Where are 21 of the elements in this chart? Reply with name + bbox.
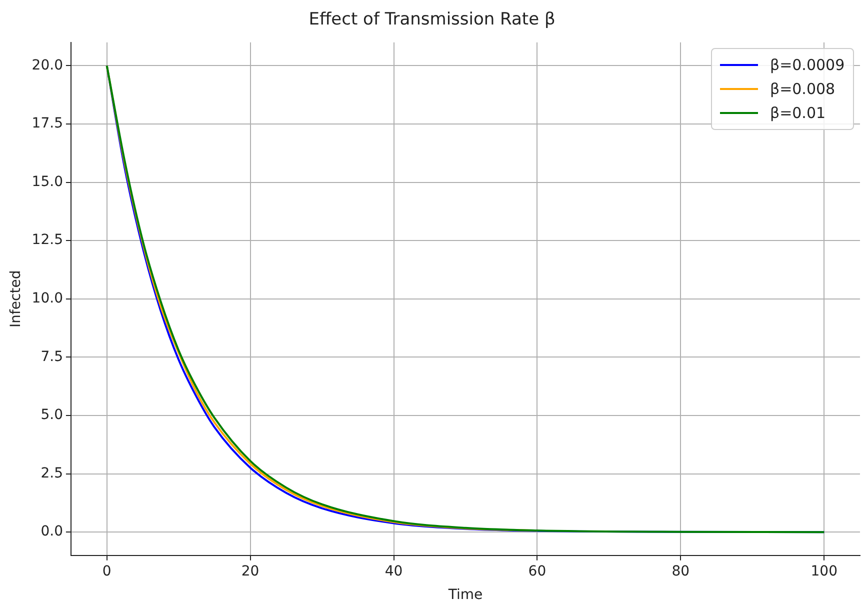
x-axis-title: Time (447, 587, 483, 604)
y-tick-label: 10.0 (32, 290, 63, 307)
x-tick-label: 20 (241, 563, 260, 580)
x-tick-label: 40 (384, 563, 403, 580)
y-tick-label: 15.0 (32, 174, 63, 190)
y-tick-label: 17.5 (32, 116, 63, 132)
x-tick-label: 0 (102, 563, 112, 580)
y-tick-label: 2.5 (40, 465, 63, 482)
y-tick-label: 12.5 (32, 232, 63, 248)
x-tick-label: 60 (528, 563, 546, 580)
y-tick-label: 20.0 (32, 57, 63, 74)
legend-label: β=0.008 (770, 80, 836, 98)
legend-label: β=0.0009 (770, 56, 845, 74)
x-tick-label: 100 (810, 563, 838, 580)
y-tick-label: 7.5 (40, 348, 63, 365)
x-tick-label: 80 (672, 563, 690, 580)
y-axis-title: Infected (8, 270, 24, 328)
y-tick-label: 0.0 (40, 524, 63, 540)
legend-label: β=0.01 (770, 104, 826, 122)
chart-title: Effect of Transmission Rate β (308, 10, 556, 30)
y-tick-label: 5.0 (40, 407, 63, 424)
